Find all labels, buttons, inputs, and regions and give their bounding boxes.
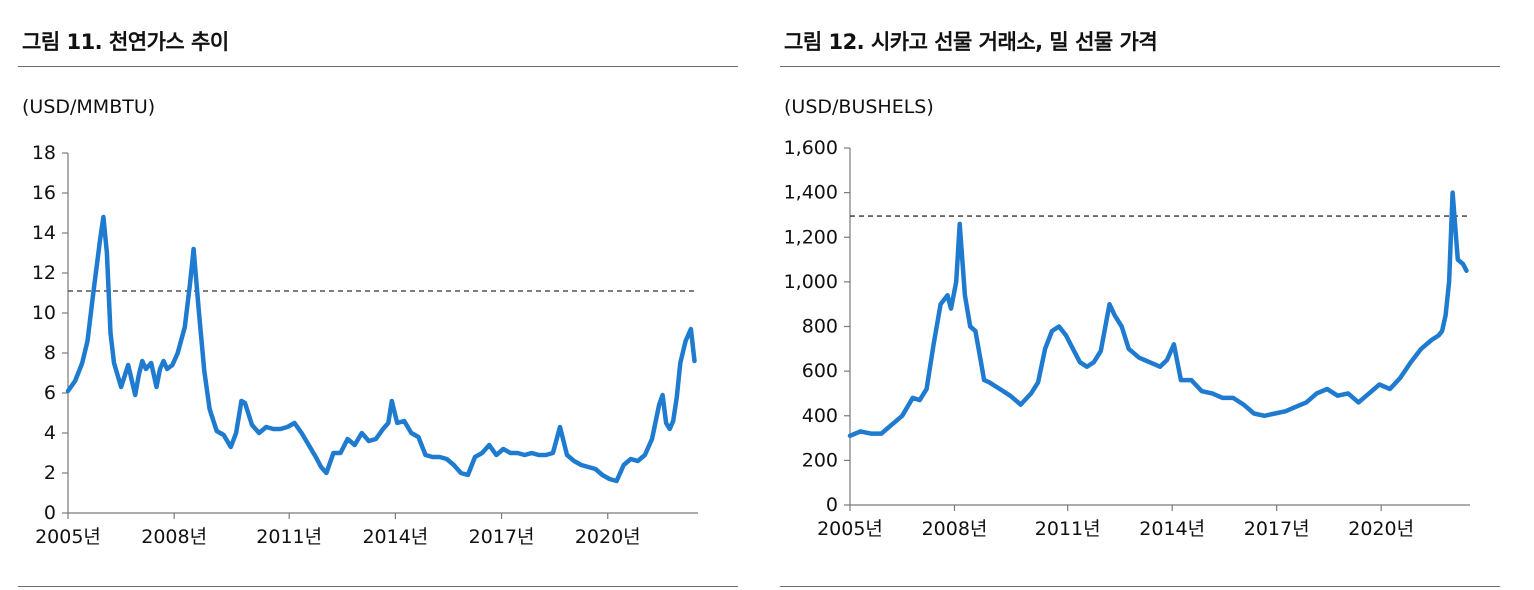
series-line: [65, 214, 697, 484]
series-line: [847, 190, 1469, 439]
x-tick-label: 2005년: [35, 526, 101, 548]
x-tick-label: 2020년: [575, 526, 641, 548]
bottom-divider: [780, 586, 1500, 587]
y-tick-label: 800: [802, 316, 838, 338]
x-tick-label: 2014년: [1139, 518, 1205, 540]
bottom-divider: [18, 586, 738, 587]
chart-panel-natural-gas: 그림 11. 천연가스 추이 (USD/MMBTU) 18 16 14 12 10 8 6 4…: [18, 0, 738, 590]
x-tick-label: 2008년: [922, 518, 988, 540]
y-tick-label: 14: [32, 222, 56, 244]
x-tick-label: 2017년: [469, 526, 535, 548]
x-tick-label: 2017년: [1244, 518, 1310, 540]
y-tick-label: 600: [802, 360, 838, 382]
y-tick-label: 12: [32, 262, 56, 284]
title-divider: [18, 66, 738, 67]
y-tick-label: 8: [44, 342, 56, 364]
x-tick-label: 2005년: [817, 518, 883, 540]
y-tick-label: 4: [44, 422, 56, 444]
y-tick-label: 1,200: [784, 226, 838, 248]
y-tick-label: 10: [32, 302, 56, 324]
y-tick-label: 6: [44, 382, 56, 404]
figure-title: 그림 12. 시카고 선물 거래소, 밀 선물 가격: [784, 30, 1158, 54]
x-tick-label: 2008년: [141, 526, 207, 548]
unit-label: (USD/MMBTU): [22, 96, 156, 118]
y-tick-label: 16: [32, 182, 56, 204]
x-tick-label: 2011년: [256, 526, 322, 548]
figure-title: 그림 11. 천연가스 추이: [22, 30, 229, 54]
x-tick-label: 2020년: [1348, 518, 1414, 540]
chart-panel-wheat-futures: 그림 12. 시카고 선물 거래소, 밀 선물 가격 (USD/BUSHELS)…: [780, 0, 1500, 590]
y-tick-label: 2: [44, 462, 56, 484]
y-tick-label: 1,600: [784, 137, 838, 159]
y-tick-label: 0: [44, 502, 56, 524]
y-tick-label: 1,400: [784, 182, 838, 204]
y-tick-label: 1,000: [784, 271, 838, 293]
unit-label: (USD/BUSHELS): [784, 96, 934, 118]
y-tick-label: 200: [802, 449, 838, 471]
x-tick-label: 2011년: [1035, 518, 1101, 540]
y-tick-label: 18: [32, 142, 56, 164]
x-tick-label: 2014년: [362, 526, 428, 548]
y-tick-label: 400: [802, 405, 838, 427]
title-divider: [780, 66, 1500, 67]
y-tick-label: 0: [826, 494, 838, 516]
